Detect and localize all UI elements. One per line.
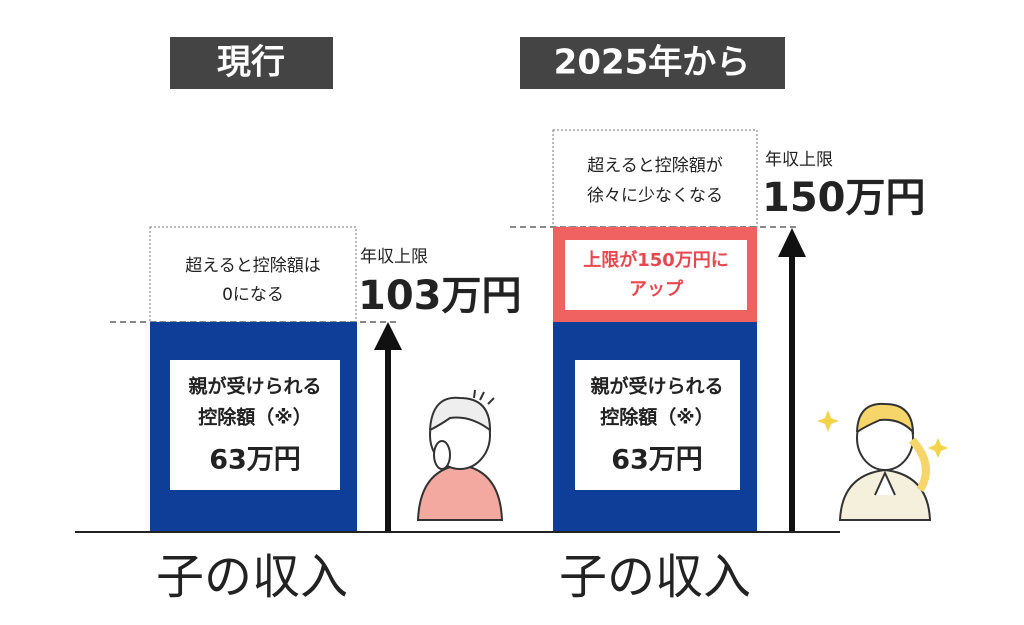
arrow-head [374,322,402,350]
deduction-text: 控除額（※） [198,406,311,429]
note: 超えると控除額が [587,156,723,176]
header: 2025年から [554,43,751,83]
illustration-happy [817,402,948,521]
note: 0になる [222,285,284,305]
header-box [520,37,785,89]
limit-label: 年収上限 [360,247,428,267]
illustration-worried [416,389,504,521]
deduction-amount: 63万円 [611,445,703,476]
deduction-amount: 63万円 [209,445,301,476]
axis-label: 子の収入 [156,549,348,605]
header: 現行 [217,43,285,83]
raise-text: 上限が150万円に [583,249,729,271]
deduction-card [170,360,340,490]
note-box [552,129,758,228]
deduction-card [575,360,740,490]
header-box [170,37,333,89]
deduction-text: 親が受けられる [188,375,321,398]
note: 超えると控除額は [185,256,321,276]
axis-label: 子の収入 [559,549,751,605]
note: 徐々に少なくなる [587,186,723,206]
arrow-head [778,228,806,257]
limit-value: 150万円 [762,175,926,221]
raise-card [565,240,747,310]
deduction-text: 親が受けられる [590,375,723,398]
limit-label: 年収上限 [765,150,833,170]
limit-value: 103万円 [358,273,522,319]
deduction-text: 控除額（※） [600,406,713,429]
raise-text: アップ [629,278,684,300]
